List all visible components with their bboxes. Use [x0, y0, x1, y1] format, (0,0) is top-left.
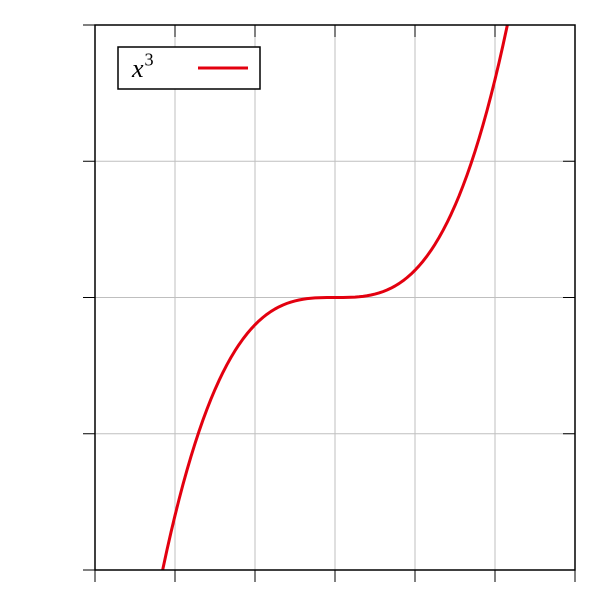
line-chart: x3	[0, 0, 600, 600]
legend: x3	[118, 47, 260, 89]
